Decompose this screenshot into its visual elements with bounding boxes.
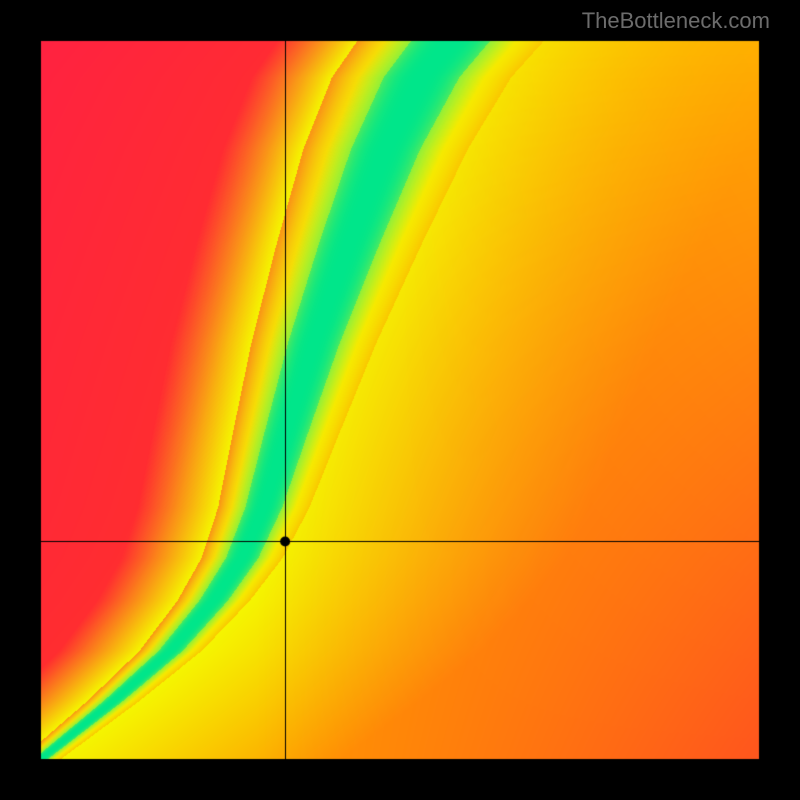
watermark-text: TheBottleneck.com	[582, 8, 770, 34]
heatmap-canvas	[0, 0, 800, 800]
chart-container: TheBottleneck.com	[0, 0, 800, 800]
